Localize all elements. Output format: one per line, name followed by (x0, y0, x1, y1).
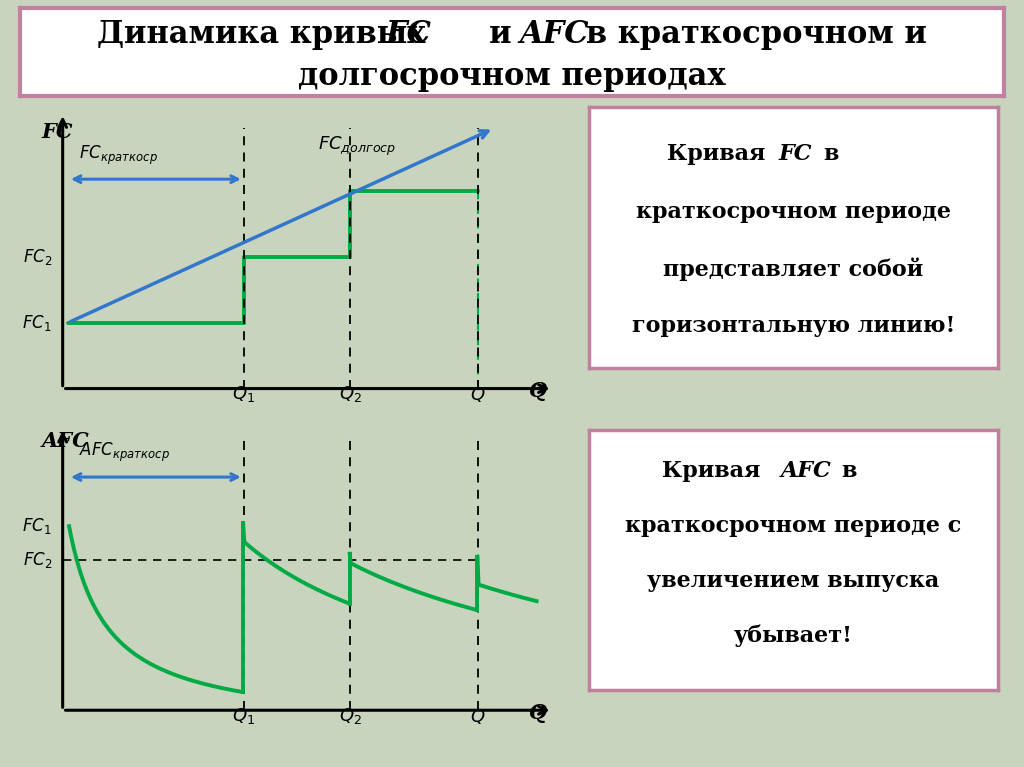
Text: $Q_1$: $Q_1$ (232, 706, 255, 726)
Text: AFC: AFC (41, 431, 89, 451)
Text: $Q_2$: $Q_2$ (339, 384, 361, 403)
Text: AFC: AFC (519, 18, 589, 50)
Text: $AFC_{краткоср}$: $AFC_{краткоср}$ (79, 441, 170, 464)
Text: краткосрочном периоде с: краткосрочном периоде с (626, 515, 962, 537)
Text: $Q_1$: $Q_1$ (232, 384, 255, 403)
Text: представляет собой: представляет собой (664, 257, 924, 281)
Text: Кривая: Кривая (663, 460, 761, 482)
Text: $FC_2$: $FC_2$ (23, 247, 52, 267)
Text: горизонтальную линию!: горизонтальную линию! (632, 315, 955, 337)
Text: увеличением выпуска: увеличением выпуска (647, 570, 940, 592)
Text: краткосрочном периоде: краткосрочном периоде (636, 201, 951, 222)
Text: $Q$: $Q$ (470, 384, 485, 403)
Text: $FC_{краткоср}$: $FC_{краткоср}$ (79, 143, 158, 167)
Text: $FC_{долгоср}$: $FC_{долгоср}$ (318, 135, 396, 158)
Text: FC: FC (779, 143, 812, 166)
Text: AFC: AFC (780, 460, 831, 482)
Text: Q: Q (529, 703, 547, 723)
Text: в: в (822, 143, 839, 166)
Text: Динамика кривых      и       в краткосрочном и: Динамика кривых и в краткосрочном и (97, 18, 927, 50)
Text: FC: FC (41, 122, 73, 143)
Text: в: в (841, 460, 857, 482)
Text: $Q$: $Q$ (470, 706, 485, 726)
Text: $Q_2$: $Q_2$ (339, 706, 361, 726)
Text: $FC_2$: $FC_2$ (23, 550, 52, 570)
Text: убывает!: убывает! (734, 624, 853, 647)
Text: $FC_1$: $FC_1$ (23, 313, 52, 333)
Text: Q: Q (529, 380, 547, 400)
Text: FC: FC (386, 18, 432, 50)
Text: Кривая: Кривая (667, 143, 765, 166)
Text: $FC_1$: $FC_1$ (23, 516, 52, 536)
Text: долгосрочном периодах: долгосрочном периодах (298, 61, 726, 92)
